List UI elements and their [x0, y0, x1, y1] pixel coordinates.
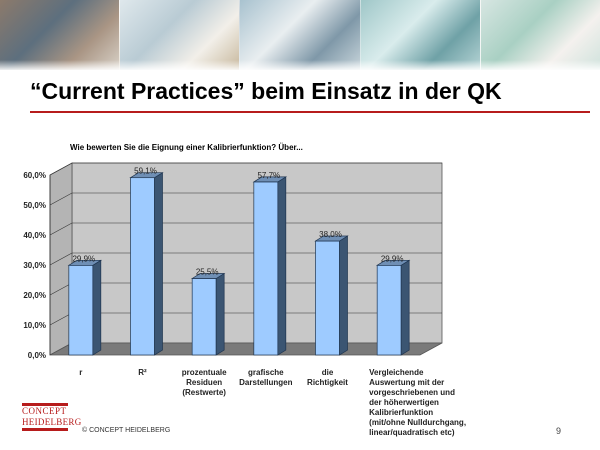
- y-tick-label: 30,0%: [23, 261, 46, 270]
- gridline: [49, 222, 442, 236]
- bar-top: [67, 259, 103, 266]
- concept-heidelberg-logo: CONCEPT HEIDELBERG: [22, 403, 82, 431]
- header-photo-banner: [0, 0, 600, 70]
- banner-photo-lab-technician: [119, 0, 240, 70]
- y-tick-label: 50,0%: [23, 201, 46, 210]
- chart-question: Wie bewerten Sie die Eignung einer Kalib…: [70, 143, 303, 152]
- bar: [130, 177, 155, 356]
- bar-top: [190, 273, 226, 279]
- y-tick-label: 0,0%: [28, 351, 46, 360]
- page-number: 9: [556, 426, 562, 436]
- category-label: grafische Darstellungen: [239, 368, 293, 387]
- bar: [253, 181, 279, 356]
- bar: [68, 264, 94, 356]
- logo-line-heidelberg: HEIDELBERG: [22, 417, 82, 427]
- data-label: 29,9%: [72, 254, 95, 263]
- gridline: [49, 162, 442, 176]
- data-label: 38,0%: [319, 230, 342, 239]
- category-label: R²: [138, 368, 147, 377]
- bar: [191, 278, 217, 356]
- title-underline: [30, 111, 590, 113]
- banner-photo-surgeon: [479, 0, 600, 70]
- copyright-footer: © CONCEPT HEIDELBERG: [82, 427, 171, 434]
- y-tick-label: 40,0%: [23, 231, 46, 240]
- y-tick-label: 10,0%: [23, 321, 46, 330]
- bar: [376, 264, 402, 356]
- banner-photo-scientist: [239, 0, 360, 70]
- banner-photo-lab-equipment: [359, 0, 480, 70]
- logo-top-bar: [22, 403, 68, 406]
- logo-line-concept: CONCEPT: [22, 406, 67, 416]
- category-label: prozentuale Residuen (Restwerte): [181, 368, 227, 397]
- slide-title: “Current Practices” beim Einsatz in der …: [30, 78, 502, 104]
- data-label: 25,5%: [196, 268, 219, 277]
- bar-top: [129, 172, 164, 179]
- bar-chart: 0,0% 10,0% 20,0% 30,0% 40,0% 50,0% 60,0% 29,9% 5…: [23, 162, 443, 360]
- bar-side: [339, 235, 348, 356]
- category-label: die Richtigkeit: [307, 368, 348, 387]
- bar-side: [154, 172, 163, 356]
- y-tick-label: 60,0%: [23, 171, 46, 180]
- data-label: 57,7%: [257, 171, 280, 180]
- bar-top: [252, 176, 288, 183]
- category-label: Vergleichende Auswertung mit der vorgesc…: [369, 368, 467, 437]
- gridline: [49, 192, 442, 206]
- data-label: 59,1%: [134, 167, 157, 176]
- bar: [315, 240, 340, 356]
- bar-side: [277, 176, 287, 356]
- bar-side: [400, 259, 410, 356]
- bar-top: [375, 259, 411, 266]
- data-label: 29,9%: [381, 254, 404, 263]
- bar-side: [215, 272, 225, 356]
- logo-bottom-bar: [22, 428, 68, 431]
- banner-fade: [0, 60, 600, 70]
- category-label: r: [79, 368, 83, 377]
- banner-photo-team: [0, 0, 120, 70]
- bar-side: [92, 259, 102, 356]
- bar-top: [314, 235, 349, 242]
- y-tick-label: 20,0%: [23, 291, 46, 300]
